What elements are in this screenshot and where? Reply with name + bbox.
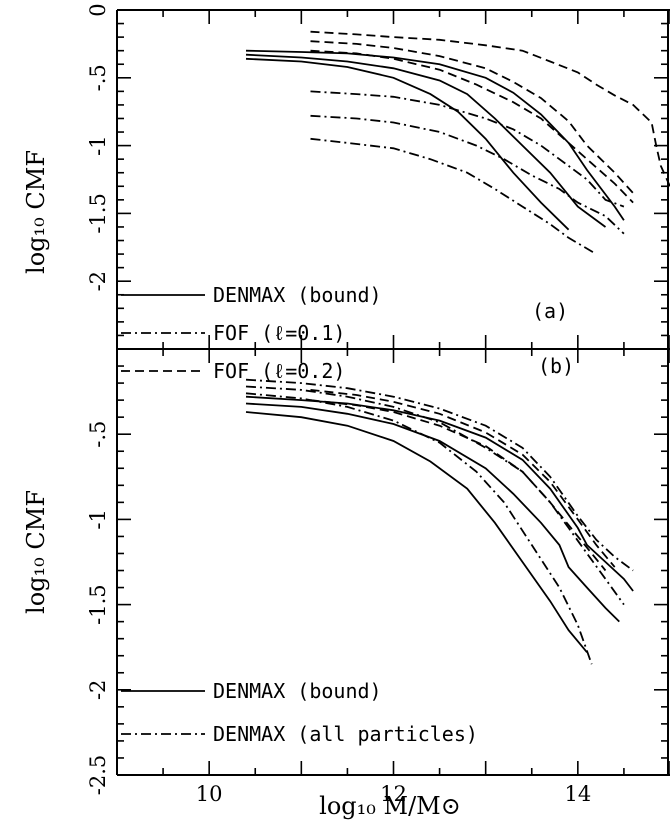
y-tick-label: -.5 <box>86 421 110 448</box>
y-tick-label: -2 <box>86 680 110 700</box>
x-axis-label: log₁₀ M/M⊙ <box>319 792 461 820</box>
series-line-dashdot <box>310 114 625 235</box>
series-line-dashdot <box>245 378 634 572</box>
series-line-solid <box>245 411 588 653</box>
series-line-solid <box>245 402 620 623</box>
series-line-dashed <box>310 40 634 194</box>
series-line-dashed <box>310 30 670 187</box>
x-tick-label: 12 <box>380 782 407 806</box>
legend-label: DENMAX (all particles) <box>213 722 478 746</box>
legend-label: DENMAX (bound) <box>213 283 382 307</box>
series-line-solid <box>245 395 634 592</box>
series-line-dashed <box>310 49 634 204</box>
y-tick-label: -1 <box>86 135 110 155</box>
legend-label: DENMAX (bound) <box>213 679 382 703</box>
series-line-dashed <box>310 389 616 568</box>
series-line-dashed <box>310 399 607 572</box>
y-tick-label: 0 <box>86 3 110 16</box>
legend-label: FOF (ℓ=0.1) <box>213 321 345 345</box>
y-tick-label: -.5 <box>86 64 110 91</box>
panel-b: -.5 -1 -1.5 -2 -2.5 10 12 14 DENMAX (bound) DENMA… <box>86 348 670 806</box>
panel-a: 0 -.5 -1 -1.5 -2 DENMAX (bound) FOF (ℓ=0.1) FOF… <box>86 3 670 383</box>
series-line-solid <box>245 53 607 228</box>
y-tick-label: -2 <box>86 271 110 291</box>
y-tick-label: -1.5 <box>86 193 110 234</box>
panel-label: (b) <box>538 354 574 378</box>
series-line-dashdot <box>245 385 625 606</box>
x-tick-label: 10 <box>196 782 223 806</box>
series-line-dashdot <box>310 90 625 208</box>
legend-label: FOF (ℓ=0.2) <box>213 359 345 383</box>
y-axis-label-panel-a: log₁₀ CMF <box>22 150 50 274</box>
x-tick-label: 14 <box>564 782 591 806</box>
series-line-dashdot <box>310 137 597 255</box>
series-line-dashdot <box>245 392 593 665</box>
y-axis-label-panel-b: log₁₀ CMF <box>22 490 50 614</box>
y-tick-label: -1.5 <box>86 584 110 625</box>
series-line-solid <box>245 57 570 231</box>
y-tick-label: -2.5 <box>86 755 110 796</box>
panel-label: (a) <box>532 299 568 323</box>
y-tick-label: -1 <box>86 509 110 529</box>
